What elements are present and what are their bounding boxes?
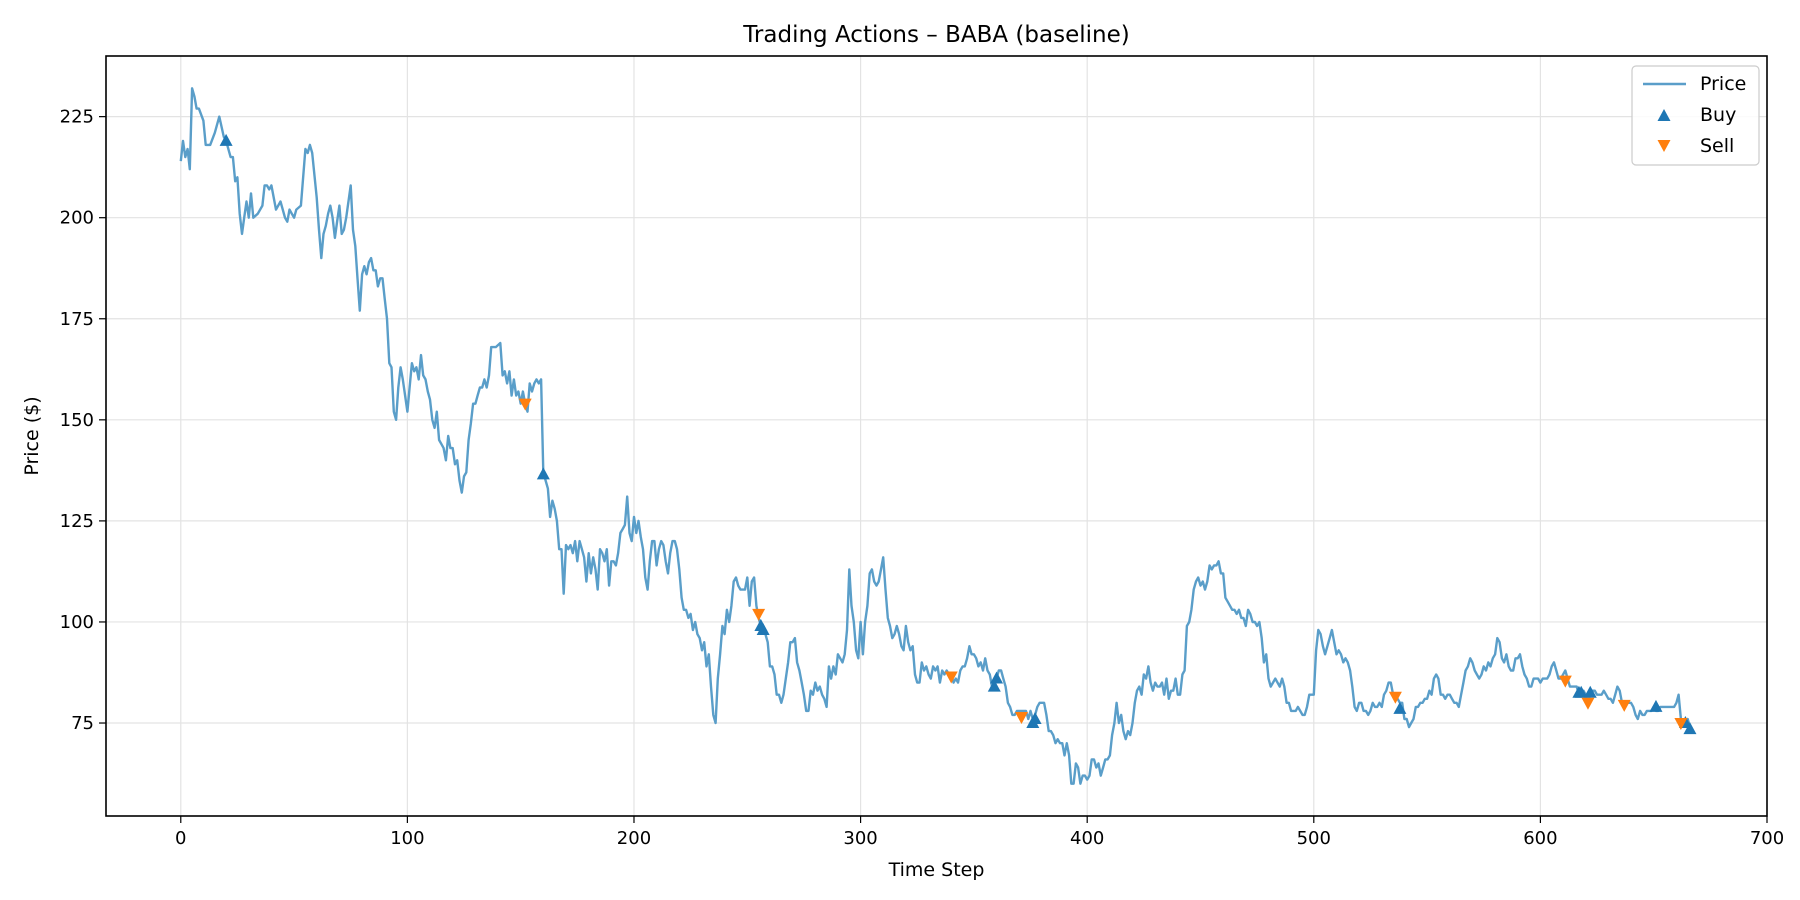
buy-marker — [1574, 685, 1588, 698]
price-line — [179, 87, 1694, 785]
sell-marker — [1617, 699, 1631, 712]
legend-sell-label: Sell — [1700, 135, 1734, 157]
y-axis-ticks: 75 100 125 150 175 200 225 — [60, 107, 106, 734]
sell-marker — [1558, 675, 1572, 688]
y-tick-label: 175 — [60, 309, 94, 330]
x-tick-label: 500 — [1297, 828, 1331, 849]
sell-markers-layer — [518, 398, 1688, 731]
buy-marker — [1393, 701, 1407, 714]
x-tick-label: 0 — [175, 828, 186, 849]
y-tick-label: 200 — [60, 208, 94, 229]
buy-marker — [536, 467, 550, 480]
buy-markers-layer — [219, 133, 1697, 735]
y-axis-label: Price ($) — [21, 396, 43, 475]
buy-marker — [1583, 685, 1597, 698]
y-tick-label: 75 — [71, 713, 94, 734]
sell-marker — [1581, 697, 1595, 710]
chart-title: Trading Actions – BABA (baseline) — [742, 22, 1129, 48]
buy-marker — [219, 133, 233, 146]
legend-buy-label: Buy — [1700, 104, 1736, 126]
sell-marker — [752, 608, 766, 621]
x-tick-label: 600 — [1523, 828, 1557, 849]
y-tick-label: 100 — [60, 612, 94, 633]
sell-marker — [1014, 711, 1028, 724]
grid-lines — [106, 56, 1768, 816]
x-axis-ticks: 0 100 200 300 400 500 600 700 — [175, 816, 1784, 849]
sell-marker — [944, 671, 958, 684]
plot-frame — [105, 55, 1768, 817]
x-tick-label: 200 — [617, 828, 651, 849]
buy-marker — [987, 679, 1001, 692]
legend-sell-marker — [1657, 140, 1671, 152]
x-tick-label: 700 — [1750, 828, 1784, 849]
sell-marker — [1674, 718, 1688, 731]
sell-marker — [1388, 691, 1402, 704]
x-tick-label: 300 — [843, 828, 877, 849]
y-tick-label: 150 — [60, 410, 94, 431]
x-tick-label: 100 — [390, 828, 424, 849]
y-tick-label: 225 — [60, 107, 94, 128]
legend-price-label: Price — [1700, 73, 1746, 95]
legend: Price Buy Sell — [1631, 65, 1760, 166]
buy-marker — [990, 671, 1004, 684]
buy-marker — [756, 623, 770, 636]
x-axis-label: Time Step — [888, 859, 985, 881]
price-series-layer — [179, 87, 1694, 785]
sell-marker — [518, 398, 532, 411]
x-tick-label: 400 — [1070, 828, 1104, 849]
buy-marker — [1649, 699, 1663, 712]
y-tick-label: 125 — [60, 511, 94, 532]
legend-buy-marker — [1657, 109, 1671, 121]
buy-marker — [1028, 711, 1042, 724]
buy-marker — [1683, 722, 1697, 735]
